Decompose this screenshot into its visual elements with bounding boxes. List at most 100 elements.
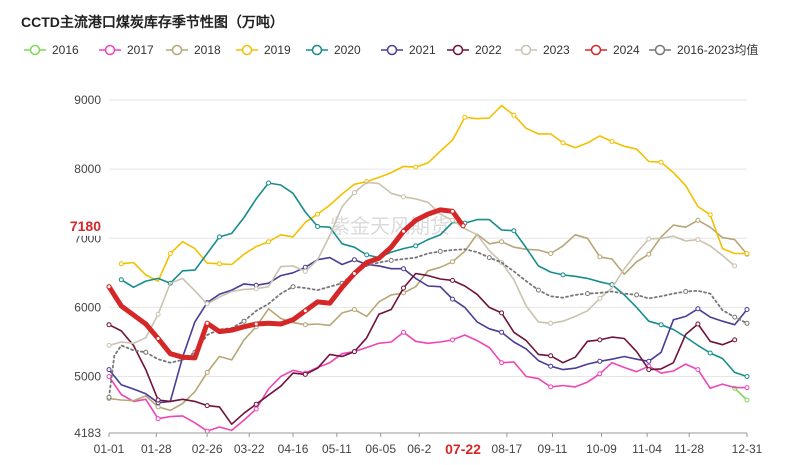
series-line-2017 [108,331,748,432]
legend-swatch-marker-2016 [29,44,41,56]
point-2021-337 [695,306,701,312]
point-avg-218 [486,255,492,261]
y-tick-label-min: 4183 [74,426,101,440]
point-2024-85 [253,321,259,327]
series-line-2020 [120,182,748,378]
highlight-x-label-text: 07-22 [445,441,481,457]
point-2019-64 [216,261,222,267]
legend-item-2021: 2021 [381,43,436,57]
point-2022-281 [597,337,603,343]
point-2022-358 [732,337,738,343]
point-2022-253 [548,353,554,359]
point-2021-141 [351,257,357,263]
legend-item-avg: 2016-2023均值 [649,42,758,57]
point-2017-85 [253,406,259,412]
point-2017-253 [548,384,554,390]
legend-item-2019: 2019 [236,43,291,57]
point-2018-337 [695,217,701,223]
point-2018-113 [302,322,308,328]
legend-label-avg: 2016-2023均值 [677,42,758,57]
point-2023-281 [597,295,603,301]
point-2021-1 [106,367,112,373]
x-tick-label-09-11: 09-11 [538,442,568,456]
point-2019-316 [658,159,664,165]
series-line-2016 [733,387,748,401]
y-tick-label-8000: 8000 [74,162,101,176]
point-2020-92 [266,180,271,186]
point-2022-337 [695,321,701,327]
point-2022-113 [302,371,308,377]
point-avg-1 [106,394,112,400]
point-2019-232 [511,112,517,118]
legend-swatch-marker-2022 [452,44,464,56]
point-2022-85 [253,401,259,407]
legend-label-2023: 2023 [543,43,570,57]
watermark: 紫金天风期货 [330,215,450,238]
legend-item-2022: 2022 [447,43,502,57]
x-tick-label-11-04: 11-04 [632,442,662,456]
point-2021-253 [548,363,554,369]
point-avg-358 [732,314,738,320]
point-2022-29 [155,397,161,403]
legend-swatch-marker-2019 [241,44,253,56]
point-avg-246 [535,287,541,293]
point-2023-1 [106,342,112,348]
legend-label-2018: 2018 [194,43,221,57]
point-2023-358 [732,263,738,269]
point-avg-274 [585,291,590,297]
y-gridlines [109,99,747,378]
point-2024-29 [155,336,161,341]
point-2017-169 [401,329,406,335]
point-2018-141 [351,307,357,312]
y-tick-label-5000: 5000 [74,370,101,384]
point-2023-309 [646,236,652,242]
legend-label-2019: 2019 [264,43,291,57]
point-2019-288 [609,139,615,144]
point-2019-36 [167,251,173,256]
y-tick-label-9000: 9000 [74,93,101,107]
point-avg-78 [241,318,247,324]
point-2022-1 [106,322,112,328]
highlight-x-label-bg [439,439,488,459]
y-tick-label-6000: 6000 [74,300,101,314]
point-2024-57 [204,320,210,326]
point-2017-197 [450,337,455,343]
x-tick-label-05-11: 05-11 [322,442,352,456]
point-2019-176 [413,164,419,170]
point-2024-141 [351,271,357,276]
chart-title: CCTD主流港口煤炭库存季节性图（万吨） [21,14,284,30]
point-2020-64 [216,234,222,240]
point-2020-8 [118,277,124,283]
point-2023-253 [548,320,554,326]
point-2022-197 [450,277,455,283]
point-2018-225 [499,239,505,245]
x-tick-label-08-17: 08-17 [492,442,523,456]
point-2021-113 [302,264,308,270]
point-2023-57 [204,301,210,307]
point-avg-22 [143,349,149,355]
point-2022-141 [351,349,357,355]
point-2023-29 [155,311,161,317]
legend: 2016 2017 2018 2019 2020 2021 2022 2023 2024 2016… [24,42,758,57]
point-2017-281 [597,371,603,377]
series-2021 [106,256,750,406]
point-2017-365 [744,385,750,391]
point-2017-1 [106,374,112,379]
legend-swatch-marker-2024 [590,44,602,56]
legend-item-2016: 2016 [24,43,79,57]
point-2017-29 [155,416,161,422]
legend-label-2016: 2016 [52,43,79,57]
series-2023 [106,181,738,348]
point-2021-197 [450,296,455,302]
point-2018-57 [204,369,210,375]
point-2019-260 [560,140,566,146]
legend-swatch-marker-2020 [311,44,323,56]
point-2016-365 [744,397,750,403]
point-2017-337 [695,367,701,373]
point-2020-344 [707,350,713,356]
point-2023-113 [302,268,308,274]
x-tick-label-11-28: 11-28 [674,442,704,456]
x-tick-label-04-16: 04-16 [278,442,309,456]
